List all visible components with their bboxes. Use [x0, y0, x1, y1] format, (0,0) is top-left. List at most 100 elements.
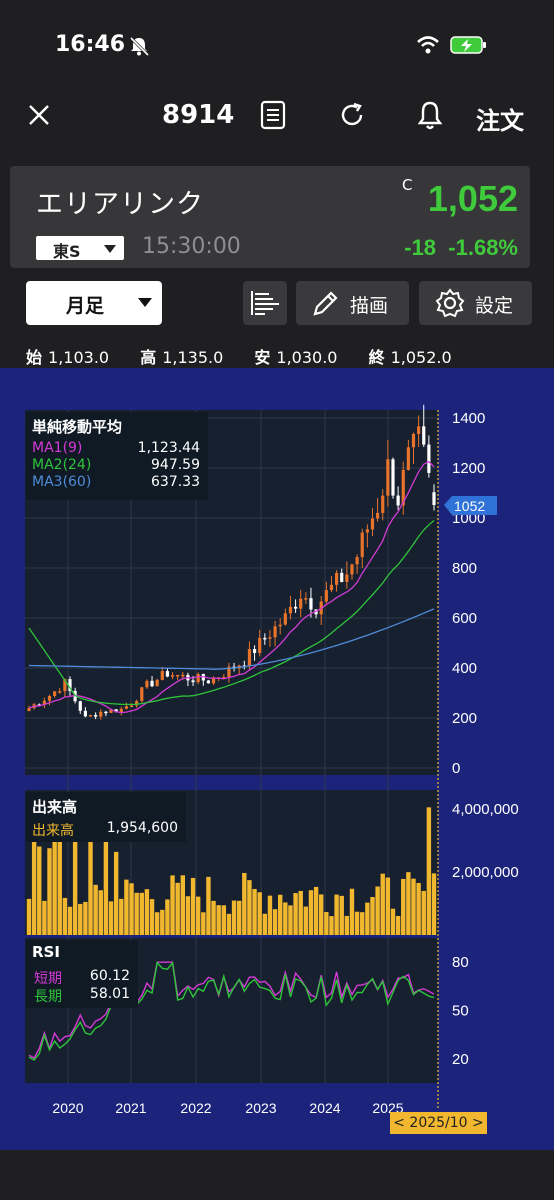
volume-bar	[160, 909, 165, 935]
candle-body	[386, 459, 390, 496]
candle-body	[58, 691, 62, 693]
price-change: -18 -1.68%	[404, 235, 518, 261]
volume-bar	[206, 876, 211, 935]
x-tick-label: 2024	[309, 1100, 340, 1116]
volume-bar	[180, 875, 185, 935]
price-flag: C	[402, 176, 413, 194]
candle-body	[293, 606, 298, 609]
volume-bar	[426, 807, 432, 935]
rsi-long-label: 長期	[34, 989, 62, 1005]
candle-body	[283, 613, 287, 625]
volume-bar	[72, 822, 78, 935]
volume-bar	[67, 906, 73, 935]
draw-button[interactable]: 描画	[296, 281, 409, 325]
quote-time: 15:30:00	[142, 234, 241, 259]
period-select[interactable]: 月足	[26, 281, 162, 325]
ma1-value: 1,123.44	[137, 440, 200, 456]
volume-bar	[165, 899, 170, 935]
candle-body	[206, 680, 211, 684]
refresh-icon[interactable]	[338, 101, 366, 129]
status-time: 16:46	[55, 32, 126, 57]
candle-body	[68, 679, 72, 691]
volume-bar	[411, 878, 416, 935]
x-tick-label: 2020	[52, 1100, 83, 1116]
candle-body	[155, 679, 159, 687]
ohlc-row: 始 1,103.0 高 1,135.0 安 1,030.0 終 1,052.0	[26, 344, 458, 368]
low-value: 1,030.0	[276, 348, 338, 367]
volume-bar	[308, 890, 314, 935]
date-tag[interactable]: < 2025/10 >	[390, 1112, 487, 1134]
candle-body	[406, 447, 410, 471]
x-tick-label: 2022	[180, 1100, 211, 1116]
candle-body	[227, 666, 231, 677]
pencil-icon	[313, 291, 338, 316]
wifi-icon	[417, 36, 439, 54]
volume-tick-label: 2,000,000	[452, 864, 519, 881]
volume-bar	[93, 884, 98, 935]
volume-bar	[390, 908, 396, 935]
rsi-short-value: 60.12	[89, 968, 130, 984]
candle-body	[355, 557, 359, 565]
volume-bar	[47, 848, 52, 935]
candle-body	[145, 680, 149, 688]
order-button[interactable]: 注文	[476, 107, 524, 135]
volume-bar	[124, 879, 129, 935]
candle-body	[47, 695, 52, 701]
candle-body	[417, 426, 421, 434]
volume-bar	[370, 897, 375, 935]
market-select[interactable]: 東S	[36, 236, 124, 261]
volume-bar	[52, 823, 57, 935]
rsi-tick-label: 50	[452, 1003, 469, 1020]
volume-bar	[401, 878, 406, 935]
rsi-short-label: 短期	[34, 971, 62, 987]
indicator-button[interactable]	[243, 281, 287, 325]
bell-icon[interactable]	[416, 100, 444, 132]
volume-bar	[267, 895, 273, 935]
volume-bar	[283, 902, 288, 935]
volume-bar	[329, 916, 334, 935]
volume-bar	[365, 902, 370, 935]
candle-body	[196, 674, 200, 683]
close-label: 終	[368, 348, 385, 367]
candle-body	[345, 574, 349, 582]
volume-bar	[119, 898, 124, 935]
settings-button[interactable]: 設定	[419, 281, 532, 325]
period-label: 月足	[66, 295, 105, 317]
volume-bar	[288, 905, 293, 935]
high-value: 1,135.0	[162, 348, 224, 367]
ma2-label: MA2(24)	[32, 457, 92, 473]
volume-bar	[344, 915, 350, 935]
volume-legend: 出来高 出来高 1,954,600	[26, 792, 186, 842]
candle-body	[211, 677, 216, 684]
candle-body	[78, 701, 82, 711]
candle-body	[350, 564, 354, 575]
candle-body	[396, 495, 400, 506]
candle-body	[53, 691, 57, 696]
rsi-legend-title: RSI	[32, 943, 60, 961]
candle-body	[109, 709, 113, 713]
candle-body	[340, 572, 344, 582]
high-label: 高	[140, 348, 157, 367]
stock-chart[interactable]: 2020 2021 2022 2023 2024 20250200400600800100…	[0, 368, 554, 1150]
chart-area[interactable]: 2020 2021 2022 2023 2024 2025 0 200 400 600 800 100…	[0, 368, 554, 1150]
candle-body	[140, 687, 144, 701]
volume-bar	[262, 913, 268, 935]
current-price-label: 1052	[454, 498, 485, 514]
close-icon[interactable]	[28, 104, 50, 126]
ma2-value: 947.59	[151, 457, 200, 473]
candle-body	[247, 649, 252, 666]
volume-bar	[380, 873, 385, 935]
candle-body	[309, 598, 313, 610]
ma3-label: MA3(60)	[32, 474, 92, 490]
ma-legend-title: 単純移動平均	[32, 418, 123, 436]
candle-body	[381, 495, 385, 513]
price-tick-label: 200	[452, 710, 477, 727]
volume-bar	[108, 901, 114, 935]
ma2-line	[28, 520, 435, 706]
volume-bar	[272, 909, 278, 935]
volume-bar	[221, 905, 227, 935]
volume-bar	[416, 882, 421, 935]
candle-body	[365, 529, 369, 533]
document-icon[interactable]	[260, 100, 286, 130]
rsi-tick-label: 20	[452, 1051, 469, 1068]
